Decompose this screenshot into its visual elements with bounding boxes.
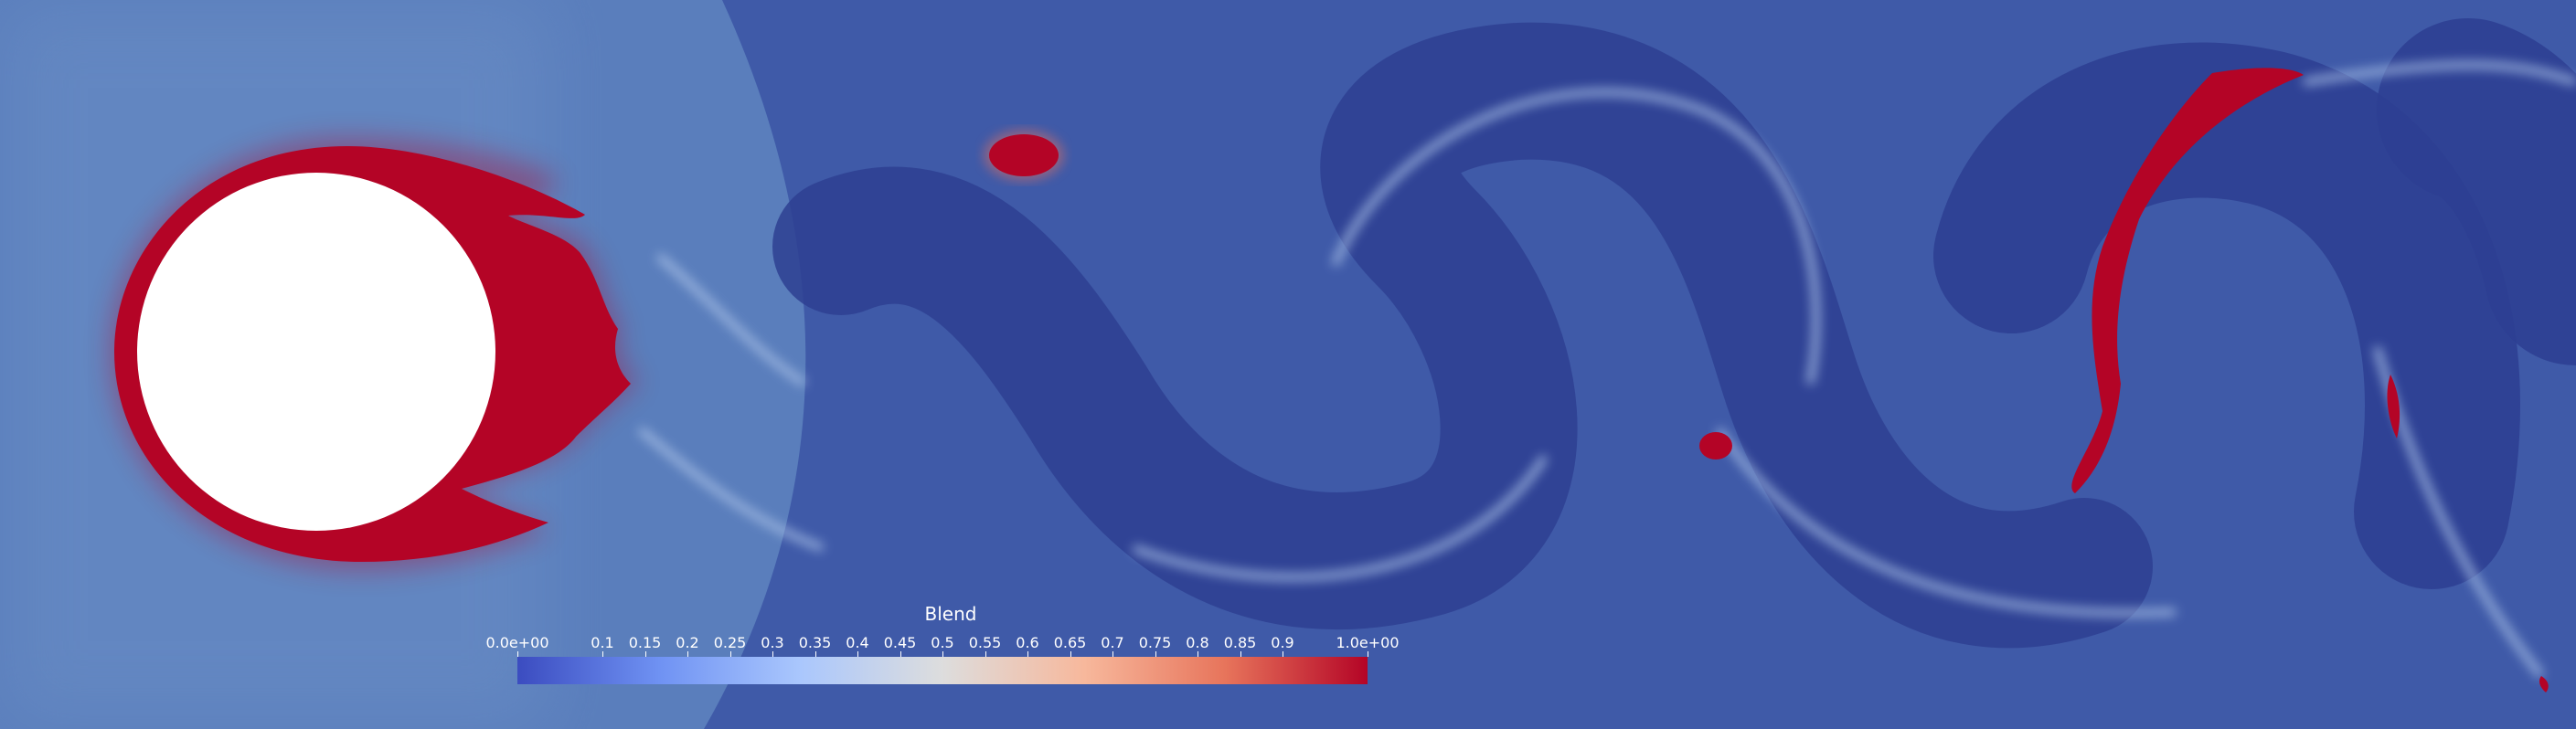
blend-patches bbox=[984, 68, 2549, 692]
colorbar-tick-label: 0.45 bbox=[883, 634, 917, 651]
colorbar-tick-mark bbox=[729, 651, 731, 657]
colorbar-legend: Blend 0.0e+00 0.1 0.15 0.2 0.25 0.3 0.35 0.4 0.4… bbox=[485, 603, 1408, 694]
colorbar-tick-label: 0.85 bbox=[1223, 634, 1257, 651]
colorbar-tick-label: 0.55 bbox=[968, 634, 1002, 651]
cylinder bbox=[137, 173, 495, 531]
colorbar-gradient bbox=[517, 657, 1368, 684]
colorbar-tick-label: 0.1 bbox=[591, 634, 614, 651]
colorbar-tick-label: 0.4 bbox=[846, 634, 869, 651]
colorbar-tick-mark bbox=[857, 651, 858, 657]
colorbar-title: Blend bbox=[924, 603, 977, 625]
colorbar-tick-mark bbox=[602, 651, 603, 657]
colorbar-tick-label: 0.0e+00 bbox=[485, 634, 549, 651]
colorbar-tick-mark bbox=[1070, 651, 1071, 657]
near-wall-blend-region bbox=[110, 137, 640, 571]
colorbar-tick-label: 0.5 bbox=[931, 634, 954, 651]
colorbar-tick-mark bbox=[517, 651, 518, 657]
colorbar-tick-label: 0.75 bbox=[1138, 634, 1172, 651]
colorbar-tick-label: 0.15 bbox=[628, 634, 662, 651]
colorbar-tick-mark bbox=[772, 651, 773, 657]
colorbar-tick-mark bbox=[985, 651, 986, 657]
colorbar-tick-label: 1.0e+00 bbox=[1336, 634, 1400, 651]
colorbar-tick-label: 0.65 bbox=[1053, 634, 1087, 651]
colorbar-tick-mark bbox=[1027, 651, 1028, 657]
colorbar-tick-label: 0.2 bbox=[676, 634, 699, 651]
colorbar-tick-label: 0.8 bbox=[1186, 634, 1209, 651]
vortex-street bbox=[772, 18, 2576, 649]
colorbar-tick-mark bbox=[1112, 651, 1113, 657]
colorbar-tick-mark bbox=[644, 651, 646, 657]
colorbar-tick-mark bbox=[942, 651, 943, 657]
colorbar-tick-mark bbox=[687, 651, 688, 657]
colorbar-tick-label: 0.3 bbox=[761, 634, 784, 651]
colorbar-tick-mark bbox=[814, 651, 816, 657]
colorbar-tick-label: 0.25 bbox=[713, 634, 747, 651]
colorbar-tick-label: 0.35 bbox=[798, 634, 832, 651]
colorbar-tick-label: 0.9 bbox=[1271, 634, 1294, 651]
colorbar-tick-mark bbox=[899, 651, 901, 657]
colorbar-tick-label: 0.6 bbox=[1016, 634, 1039, 651]
colorbar-tick-label: 0.7 bbox=[1101, 634, 1124, 651]
colorbar-tick-mark bbox=[1155, 651, 1156, 657]
colorbar-tick-mark bbox=[1240, 651, 1241, 657]
